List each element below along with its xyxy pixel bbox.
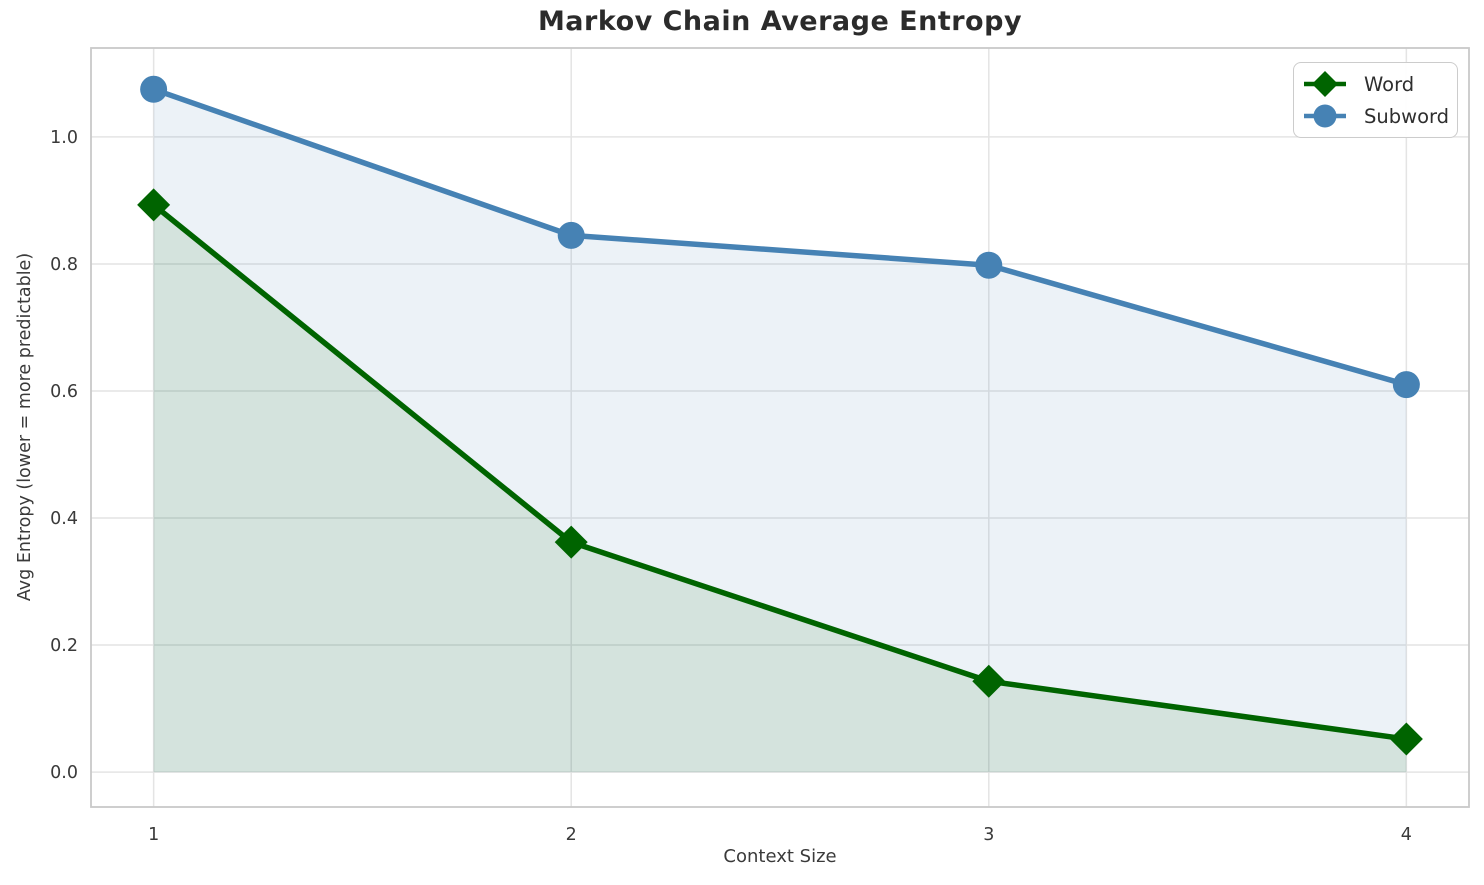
x-axis-label: Context Size — [723, 846, 837, 867]
data-point-word[interactable] — [1389, 722, 1423, 756]
data-point-word[interactable] — [554, 525, 588, 559]
legend-item-word[interactable]: Word — [1302, 68, 1447, 100]
y-tick-label: 1.0 — [50, 128, 78, 148]
x-tick-label: 4 — [1401, 825, 1412, 845]
data-point-subword[interactable] — [557, 221, 585, 249]
legend-item-subword[interactable]: Subword — [1302, 100, 1450, 132]
legend-label: Word — [1364, 72, 1415, 96]
chart-title: Markov Chain Average Entropy — [537, 6, 1023, 37]
series-line-subword[interactable] — [152, 86, 1408, 388]
legend: Word Subword — [1293, 62, 1458, 138]
x-tick-label: 2 — [566, 825, 577, 845]
data-point-word[interactable] — [972, 664, 1006, 698]
series-line-word[interactable] — [151, 202, 1407, 742]
data-point-subword[interactable] — [1392, 371, 1420, 399]
x-tick-label: 3 — [983, 825, 994, 845]
y-tick-label: 0.4 — [50, 509, 78, 529]
y-tick-label: 0.8 — [50, 255, 78, 275]
series-fill-subword — [153, 89, 1407, 773]
subword-circle-marker-icon — [1304, 104, 1346, 128]
series-fill-word — [153, 204, 1407, 773]
plot-border — [90, 47, 1470, 808]
word-diamond-marker-icon — [1304, 71, 1346, 97]
y-tick-label: 0.0 — [50, 763, 78, 783]
data-point-subword[interactable] — [140, 75, 168, 103]
data-point-word[interactable] — [137, 188, 171, 222]
y-axis-label: Avg Entropy (lower = more predictable) — [15, 252, 35, 602]
y-tick-label: 0.6 — [50, 382, 78, 402]
legend-label: Subword — [1364, 104, 1450, 128]
y-tick-label: 0.2 — [50, 636, 78, 656]
data-point-subword[interactable] — [975, 251, 1003, 279]
x-tick-label: 1 — [148, 825, 159, 845]
